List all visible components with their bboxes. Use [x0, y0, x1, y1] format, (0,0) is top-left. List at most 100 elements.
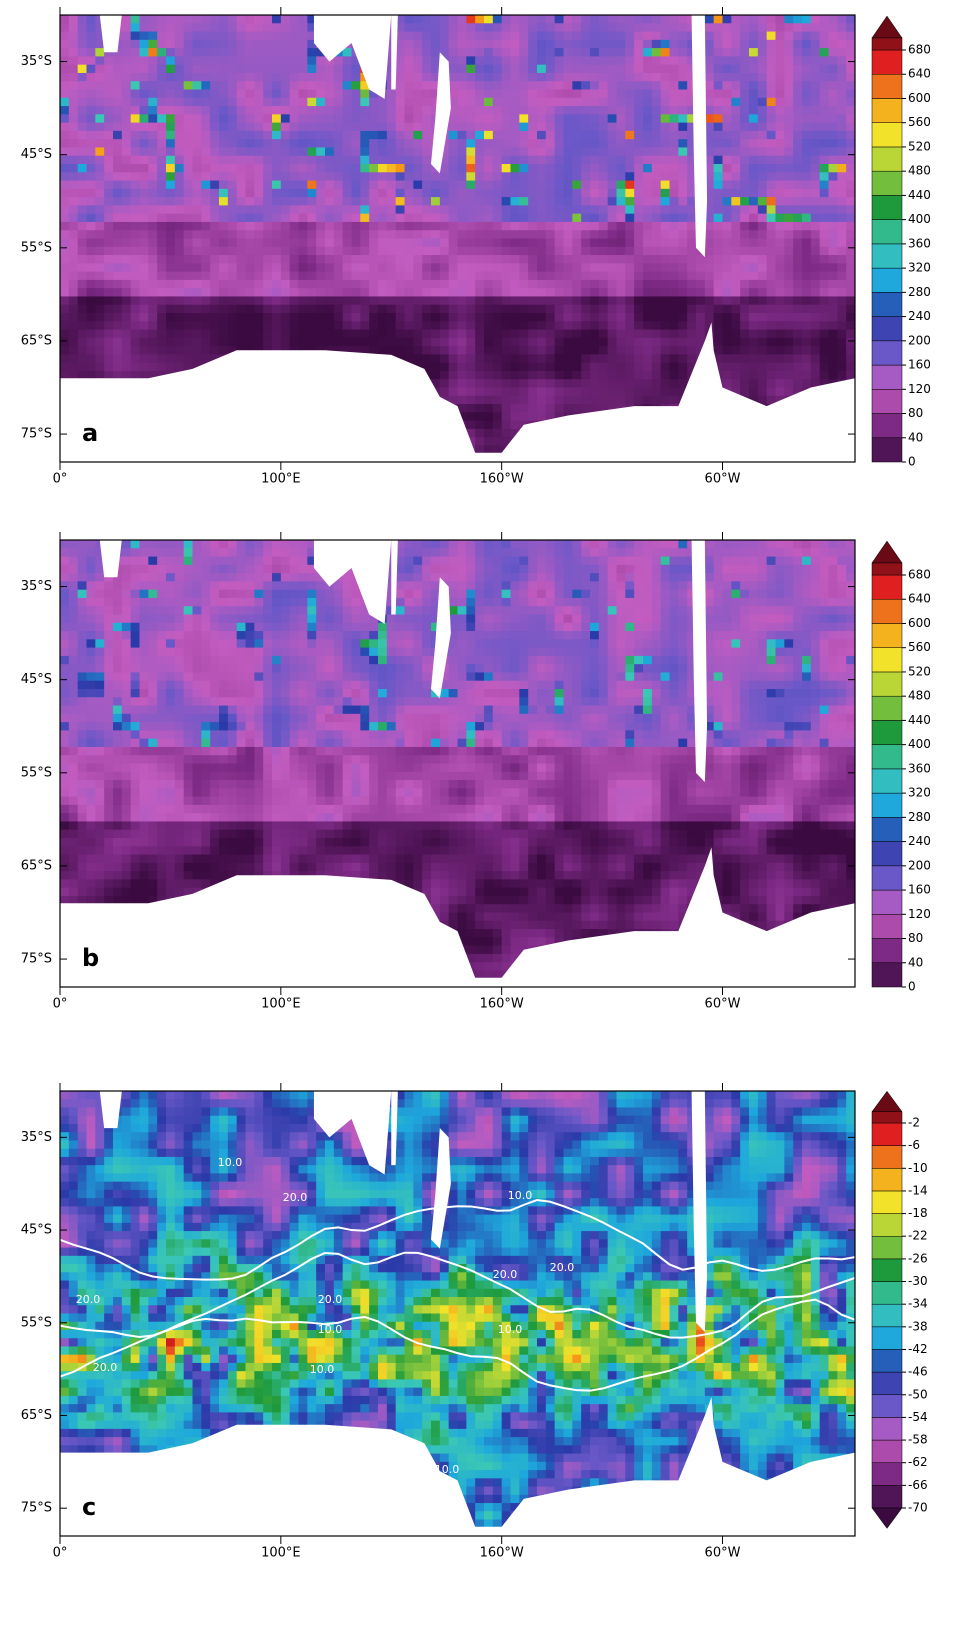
field-cell: [723, 371, 732, 380]
field-cell: [78, 65, 87, 74]
field-cell: [122, 305, 131, 314]
field-cell: [193, 139, 202, 148]
field-cell: [793, 230, 802, 239]
field-cell: [290, 540, 299, 549]
field-cell: [237, 164, 246, 173]
field-cell: [776, 106, 785, 115]
field-cell: [272, 247, 281, 256]
field-cell: [811, 40, 820, 49]
field-cell: [201, 114, 210, 123]
field-cell: [69, 106, 78, 115]
field-cell: [846, 98, 855, 107]
field-cell: [678, 222, 687, 231]
field-cell: [528, 255, 537, 264]
field-cell: [767, 263, 776, 272]
field-cell: [546, 197, 555, 206]
field-cell: [749, 81, 758, 90]
field-cell: [519, 280, 528, 289]
field-cell: [749, 189, 758, 198]
field-cell: [802, 73, 811, 82]
field-cell: [493, 354, 502, 363]
field-cell: [493, 65, 502, 74]
field-cell: [237, 214, 246, 223]
field-cell: [405, 156, 414, 165]
field-cell: [555, 371, 564, 380]
field-cell: [634, 214, 643, 223]
field-cell: [829, 313, 838, 322]
field-cell: [78, 247, 87, 256]
field-cell: [555, 139, 564, 148]
field-cell: [740, 73, 749, 82]
field-cell: [396, 222, 405, 231]
field-cell: [299, 313, 308, 322]
field-cell: [820, 338, 829, 347]
field-cell: [572, 222, 581, 231]
field-cell: [325, 156, 334, 165]
field-cell: [184, 172, 193, 181]
field-cell: [378, 156, 387, 165]
field-cell: [95, 114, 104, 123]
field-cell: [705, 32, 714, 41]
field-cell: [670, 288, 679, 297]
field-cell: [449, 139, 458, 148]
field-cell: [820, 106, 829, 115]
field-cell: [731, 205, 740, 214]
field-cell: [723, 48, 732, 57]
field-cell: [422, 280, 431, 289]
field-cell: [263, 156, 272, 165]
field-cell: [352, 106, 361, 115]
field-cell: [643, 230, 652, 239]
field-cell: [784, 230, 793, 239]
field-cell: [740, 123, 749, 132]
field-cell: [193, 288, 202, 297]
field-cell: [723, 197, 732, 206]
field-cell: [281, 90, 290, 99]
field-cell: [69, 288, 78, 297]
field-cell: [723, 123, 732, 132]
field-cell: [69, 255, 78, 264]
field-cell: [731, 56, 740, 65]
field-cell: [749, 230, 758, 239]
field-cell: [140, 214, 149, 223]
field-cell: [466, 388, 475, 397]
field-cell: [263, 214, 272, 223]
field-cell: [87, 321, 96, 330]
field-cell: [502, 263, 511, 272]
field-cell: [652, 23, 661, 32]
field-cell: [360, 313, 369, 322]
field-cell: [413, 15, 422, 24]
field-cell: [475, 123, 484, 132]
field-cell: [60, 114, 69, 123]
field-cell: [396, 90, 405, 99]
field-cell: [493, 15, 502, 24]
field-cell: [69, 164, 78, 173]
field-cell: [581, 305, 590, 314]
field-cell: [670, 379, 679, 388]
field-cell: [325, 296, 334, 305]
field-cell: [493, 73, 502, 82]
field-cell: [140, 296, 149, 305]
colorbar-segment: [872, 414, 902, 438]
field-cell: [413, 272, 422, 281]
field-cell: [325, 172, 334, 181]
field-cell: [599, 181, 608, 190]
field-cell: [166, 65, 175, 74]
field-cell: [502, 255, 511, 264]
field-cell: [140, 205, 149, 214]
field-cell: [290, 40, 299, 49]
field-cell: [78, 330, 87, 339]
field-cell: [564, 189, 573, 198]
field-cell: [608, 123, 617, 132]
field-cell: [299, 106, 308, 115]
field-cell: [431, 288, 440, 297]
field-cell: [475, 15, 484, 24]
field-cell: [290, 239, 299, 248]
field-cell: [776, 139, 785, 148]
field-cell: [678, 371, 687, 380]
field-cell: [625, 73, 634, 82]
field-cell: [466, 321, 475, 330]
field-cell: [140, 81, 149, 90]
field-cell: [714, 98, 723, 107]
field-cell: [608, 338, 617, 347]
field-cell: [431, 371, 440, 380]
